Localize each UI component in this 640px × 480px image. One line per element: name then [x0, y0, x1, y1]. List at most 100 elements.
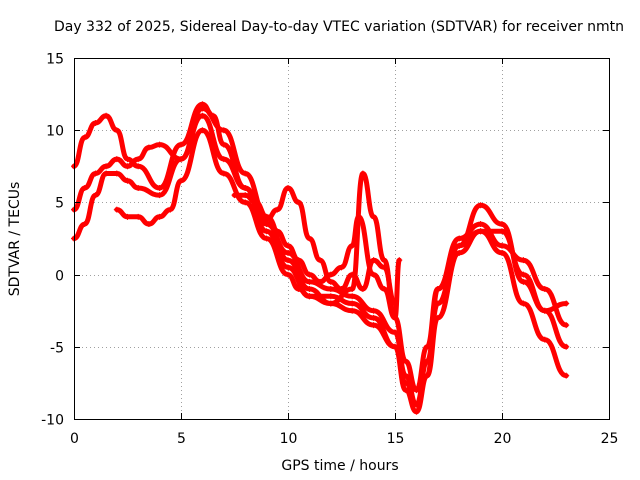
data-point-marker	[285, 257, 291, 264]
data-point-marker	[370, 213, 377, 220]
data-point-marker	[381, 264, 388, 271]
data-point-marker	[563, 300, 570, 307]
data-point-marker	[81, 134, 88, 141]
data-point-marker	[156, 213, 163, 220]
data-point-marker	[156, 184, 163, 191]
data-point-marker	[103, 163, 110, 170]
data-point-marker	[402, 358, 409, 365]
data-point-marker	[392, 300, 398, 307]
x-tick-label: 0	[70, 431, 79, 447]
data-point-marker	[541, 286, 548, 293]
data-point-marker	[499, 242, 505, 249]
data-point-marker	[199, 105, 206, 112]
data-point-marker	[220, 127, 227, 134]
data-point-marker	[349, 242, 356, 249]
data-point-marker	[178, 141, 184, 148]
data-point-marker	[306, 286, 313, 293]
data-point-marker	[135, 156, 142, 163]
y-tick-label: 15	[46, 52, 64, 68]
data-point-marker	[359, 286, 366, 293]
data-point-marker	[285, 242, 291, 249]
data-point-marker	[520, 257, 527, 264]
data-point-marker	[402, 372, 409, 379]
data-point-marker	[499, 249, 505, 256]
data-point-marker	[113, 127, 120, 134]
data-point-marker	[563, 343, 570, 350]
data-point-marker	[306, 271, 313, 278]
data-point-marker	[541, 336, 548, 343]
data-point-marker	[81, 221, 88, 228]
data-point-marker	[520, 278, 527, 285]
data-point-marker	[252, 206, 259, 213]
data-point-marker	[231, 192, 238, 199]
y-tick-label: 10	[46, 124, 64, 140]
data-point-marker	[370, 322, 377, 329]
data-point-marker	[349, 271, 356, 278]
data-point-marker	[135, 184, 142, 191]
series-layer	[71, 101, 570, 415]
series-line-trace-2	[71, 106, 569, 408]
data-point-marker	[477, 228, 484, 235]
data-point-marker	[370, 314, 377, 321]
data-point-marker	[252, 199, 259, 206]
grid-layer	[74, 58, 609, 419]
y-tick-label: 0	[55, 269, 64, 285]
data-point-marker	[434, 314, 441, 321]
data-point-marker	[370, 307, 377, 314]
data-point-marker	[413, 401, 420, 408]
data-point-marker	[349, 293, 356, 300]
y-tick-label: 5	[55, 196, 64, 212]
data-point-marker	[274, 206, 281, 213]
data-point-marker	[563, 322, 570, 329]
data-point-marker	[306, 235, 313, 242]
data-point-marker	[295, 286, 302, 293]
series-line-trace-6	[253, 185, 398, 306]
data-point-marker	[370, 271, 377, 278]
data-point-marker	[396, 257, 403, 264]
data-point-marker	[306, 293, 313, 300]
data-point-marker	[220, 141, 227, 148]
data-point-marker	[456, 249, 463, 256]
data-point-marker	[285, 249, 291, 256]
data-point-marker	[220, 156, 227, 163]
data-point-marker	[355, 213, 362, 220]
x-axis-label: GPS time / hours	[281, 458, 398, 474]
data-point-marker	[338, 286, 345, 293]
data-point-marker	[156, 141, 163, 148]
data-point-marker	[434, 286, 441, 293]
data-point-marker	[392, 314, 398, 321]
data-point-marker	[81, 184, 88, 191]
x-tick-label: 20	[494, 431, 512, 447]
tick-layer: 0 5 10 15 20 25 -10 -5 0 5 10 15	[41, 52, 618, 448]
data-point-marker	[413, 387, 420, 394]
data-point-marker	[145, 144, 152, 151]
data-point-marker	[381, 257, 388, 264]
data-point-marker	[285, 271, 291, 278]
x-tick-label: 25	[601, 431, 619, 447]
data-point-marker	[274, 228, 281, 235]
data-point-marker	[135, 213, 142, 220]
data-point-marker	[263, 228, 270, 235]
data-point-marker	[242, 199, 249, 206]
data-point-marker	[103, 170, 110, 177]
data-point-marker	[135, 163, 142, 170]
x-tick-label: 5	[177, 431, 186, 447]
data-point-marker	[327, 286, 334, 293]
data-point-marker	[370, 257, 377, 264]
data-point-marker	[317, 278, 324, 285]
data-point-marker	[349, 300, 356, 307]
data-point-marker	[477, 202, 484, 209]
data-point-marker	[242, 192, 249, 199]
plot-frame	[74, 58, 610, 420]
data-point-marker	[563, 372, 570, 379]
data-point-marker	[124, 156, 131, 163]
series-line-trace-4	[114, 127, 569, 393]
y-tick-label: -10	[41, 413, 64, 429]
data-point-marker	[317, 257, 324, 264]
data-point-marker	[178, 177, 184, 184]
data-point-marker	[541, 307, 548, 314]
data-point-marker	[92, 119, 99, 126]
data-point-marker	[520, 300, 527, 307]
data-point-marker	[413, 408, 420, 415]
